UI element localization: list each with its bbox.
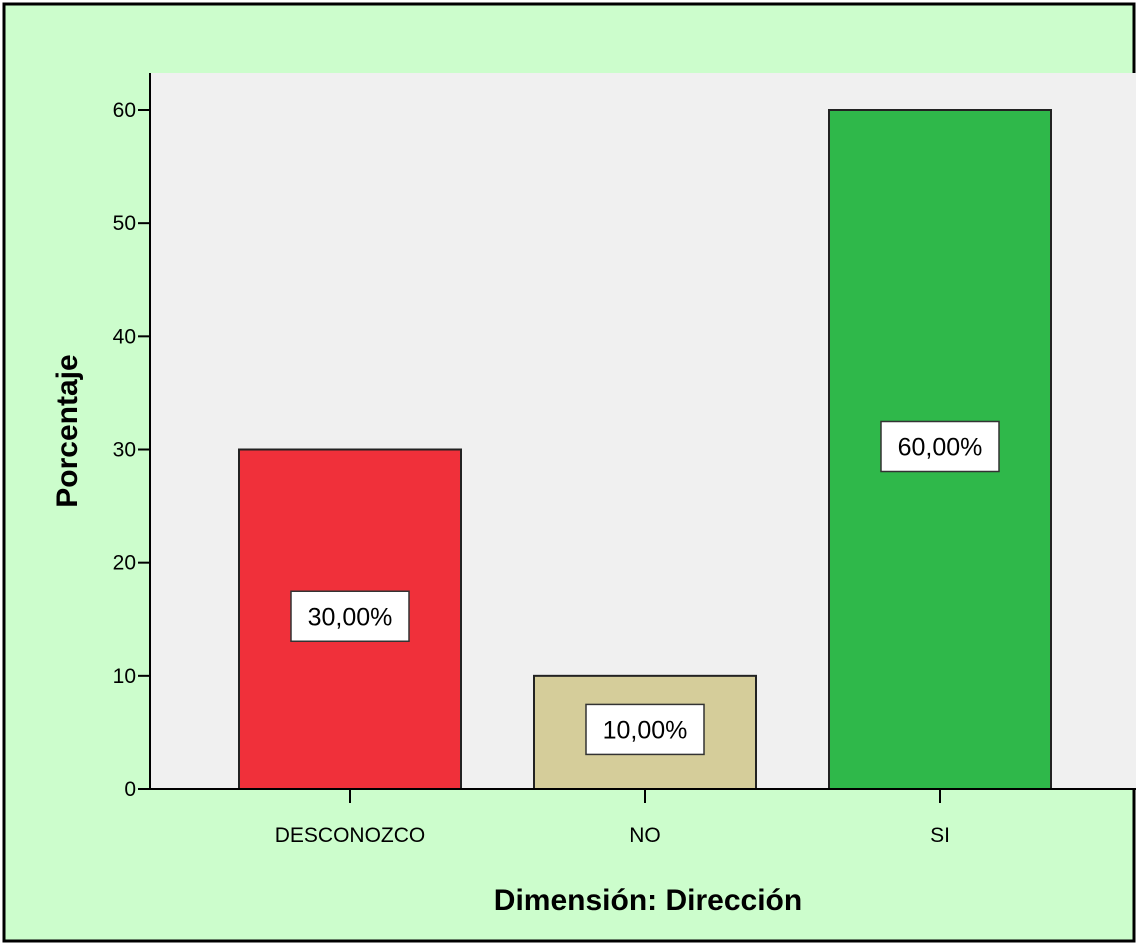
x-tick-label-si: SI: [930, 824, 950, 847]
x-tick-label-no: NO: [629, 824, 661, 847]
x-axis-title: Dimensión: Dirección: [494, 884, 802, 917]
axes-layer: [149, 73, 1136, 790]
y-tick-label-40: 40: [113, 325, 136, 348]
data-label-box-si: [880, 420, 1000, 473]
data-label-si: 60,00%: [898, 434, 983, 462]
y-tick-label-30: 30: [113, 439, 136, 462]
x-ticks-layer: DESCONOZCO NO SI: [275, 789, 950, 847]
data-label-box-desconozco: [290, 590, 410, 642]
y-tick-label-60: 60: [113, 99, 136, 122]
data-labels-layer: 30,00% 10,00% 60,00%: [290, 420, 1000, 756]
y-axis-title: Porcentaje: [51, 354, 84, 507]
y-tick-label-20: 20: [113, 552, 136, 575]
y-tick-label-50: 50: [113, 212, 136, 235]
data-label-desconozco: 30,00%: [308, 603, 393, 631]
y-tick-label-10: 10: [113, 665, 136, 688]
data-label-no: 10,00%: [603, 716, 688, 744]
y-ticks-layer: 0 10 20 30 40 50 60: [113, 99, 150, 801]
x-tick-label-desconozco: DESCONOZCO: [275, 824, 426, 847]
data-label-box-no: [585, 703, 705, 756]
y-tick-label-0: 0: [124, 778, 136, 801]
